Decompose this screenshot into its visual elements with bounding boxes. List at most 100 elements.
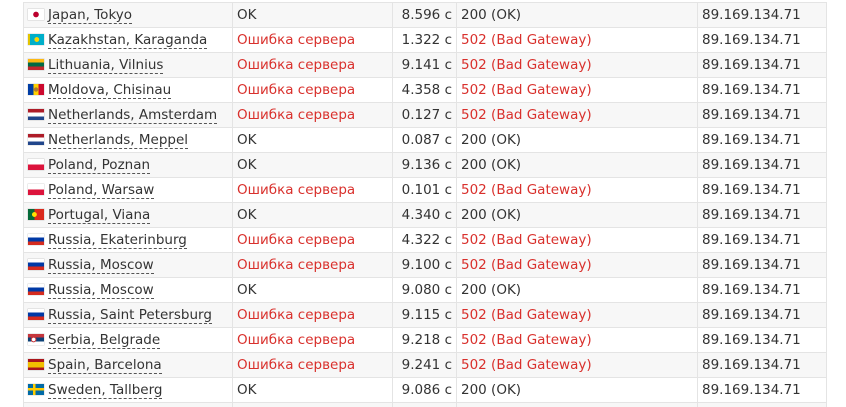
ip-address: 89.169.134.71 [702, 282, 801, 298]
portugal-flag-icon [28, 209, 44, 220]
check-results-table: Japan, Tokyo OK 8.596 с 200 (OK) 89.169.… [23, 2, 827, 407]
location-cell: Poland, Poznan [23, 152, 233, 178]
table-row: Poland, Poznan OK 9.136 с 200 (OK) 89.16… [23, 152, 827, 178]
table-row: Portugal, Viana OK 4.340 с 200 (OK) 89.1… [23, 202, 827, 228]
http-status-code: 502 (Bad Gateway) [461, 232, 592, 248]
table-row: Sweden, Tallberg OK 9.086 с 200 (OK) 89.… [23, 377, 827, 403]
http-status-code: 200 (OK) [461, 282, 522, 298]
location-cell: Russia, Moscow [23, 277, 233, 303]
ip-address: 89.169.134.71 [702, 107, 801, 123]
status-cell: Ошибка сервера [232, 227, 393, 253]
http-code-cell: 502 (Bad Gateway) [456, 102, 698, 128]
location-link[interactable]: Russia, Saint Petersburg [48, 307, 212, 324]
response-time-cell: 0.087 с [392, 127, 457, 153]
response-time: 4.322 с [401, 232, 452, 248]
location-link[interactable]: Netherlands, Meppel [48, 132, 189, 149]
kazakhstan-flag-icon [28, 34, 44, 45]
response-time: 0.101 с [401, 182, 452, 198]
http-status-code: 200 (OK) [461, 157, 522, 173]
status-cell: Ошибка сервера [232, 177, 393, 203]
response-time-cell: 4.322 с [392, 227, 457, 253]
response-time: 9.141 с [401, 57, 452, 73]
http-code-cell: 502 (Bad Gateway) [456, 327, 698, 353]
location-link[interactable]: Russia, Moscow [48, 257, 154, 274]
http-code-cell: 502 (Bad Gateway) [456, 27, 698, 53]
ip-address: 89.169.134.71 [702, 257, 801, 273]
status-text: Ошибка сервера [237, 182, 356, 198]
location-link[interactable]: Japan, Tokyo [48, 7, 133, 24]
http-status-code: 502 (Bad Gateway) [461, 182, 592, 198]
status-text: OK [237, 382, 257, 398]
response-time-cell: 0.127 с [392, 102, 457, 128]
http-code-cell: 200 (OK) [456, 152, 698, 178]
ip-cell: 89.169.134.71 [697, 302, 827, 328]
location-link[interactable]: Lithuania, Vilnius [48, 57, 164, 74]
location-link[interactable]: Sweden, Tallberg [48, 382, 163, 399]
response-time-cell: 1.322 с [392, 27, 457, 53]
location-link[interactable]: Moldova, Chisinau [48, 82, 172, 99]
http-status-code: 502 (Bad Gateway) [461, 257, 592, 273]
http-status-code: 502 (Bad Gateway) [461, 107, 592, 123]
http-status-code: 200 (OK) [461, 7, 522, 23]
ip-cell: 89.169.134.71 [697, 27, 827, 53]
response-time: 9.241 с [401, 357, 452, 373]
response-time: 1.322 с [401, 32, 452, 48]
location-link[interactable]: Russia, Ekaterinburg [48, 232, 187, 249]
ip-cell: 89.169.134.71 [697, 52, 827, 78]
response-time: 0.087 с [401, 132, 452, 148]
status-text: Ошибка сервера [237, 307, 356, 323]
serbia-flag-icon [28, 334, 44, 345]
location-link[interactable]: Russia, Moscow [48, 282, 154, 299]
location-cell: Japan, Tokyo [23, 2, 233, 28]
response-time-cell: 9.086 с [392, 377, 457, 403]
table-row: Russia, Moscow Ошибка сервера 9.100 с 50… [23, 252, 827, 278]
sweden-flag-icon [28, 384, 44, 395]
location-link[interactable]: Poland, Warsaw [48, 182, 155, 199]
response-time-cell: 9.218 с [392, 327, 457, 353]
ip-cell: 89.169.134.71 [697, 152, 827, 178]
spain-flag-icon [28, 359, 44, 370]
empty-cell [697, 402, 827, 407]
location-cell: Kazakhstan, Karaganda [23, 27, 233, 53]
table-row: Kazakhstan, Karaganda Ошибка сервера 1.3… [23, 27, 827, 53]
status-cell: Ошибка сервера [232, 327, 393, 353]
russia-flag-icon [28, 309, 44, 320]
status-text: Ошибка сервера [237, 232, 356, 248]
location-link[interactable]: Netherlands, Amsterdam [48, 107, 218, 124]
status-cell: Ошибка сервера [232, 352, 393, 378]
http-status-code: 502 (Bad Gateway) [461, 57, 592, 73]
russia-flag-icon [28, 259, 44, 270]
status-cell: OK [232, 127, 393, 153]
ip-address: 89.169.134.71 [702, 7, 801, 23]
ip-address: 89.169.134.71 [702, 357, 801, 373]
ip-address: 89.169.134.71 [702, 82, 801, 98]
netherlands-flag-icon [28, 109, 44, 120]
location-cell: Russia, Saint Petersburg [23, 302, 233, 328]
location-link[interactable]: Kazakhstan, Karaganda [48, 32, 208, 49]
http-code-cell: 502 (Bad Gateway) [456, 52, 698, 78]
status-cell: OK [232, 2, 393, 28]
ip-cell: 89.169.134.71 [697, 377, 827, 403]
http-code-cell: 200 (OK) [456, 2, 698, 28]
response-time: 9.080 с [401, 282, 452, 298]
location-cell: Russia, Ekaterinburg [23, 227, 233, 253]
status-text: OK [237, 7, 257, 23]
russia-flag-icon [28, 284, 44, 295]
table-row: Lithuania, Vilnius Ошибка сервера 9.141 … [23, 52, 827, 78]
ip-cell: 89.169.134.71 [697, 252, 827, 278]
status-text: OK [237, 132, 257, 148]
location-link[interactable]: Portugal, Viana [48, 207, 151, 224]
location-link[interactable]: Serbia, Belgrade [48, 332, 161, 349]
location-link[interactable]: Poland, Poznan [48, 157, 151, 174]
location-link[interactable]: Spain, Barcelona [48, 357, 162, 374]
ip-cell: 89.169.134.71 [697, 102, 827, 128]
ip-cell: 89.169.134.71 [697, 327, 827, 353]
http-status-code: 502 (Bad Gateway) [461, 82, 592, 98]
russia-flag-icon [28, 234, 44, 245]
response-time: 9.086 с [401, 382, 452, 398]
http-code-cell: 200 (OK) [456, 377, 698, 403]
status-cell: OK [232, 202, 393, 228]
location-cell: Serbia, Belgrade [23, 327, 233, 353]
status-text: Ошибка сервера [237, 357, 356, 373]
